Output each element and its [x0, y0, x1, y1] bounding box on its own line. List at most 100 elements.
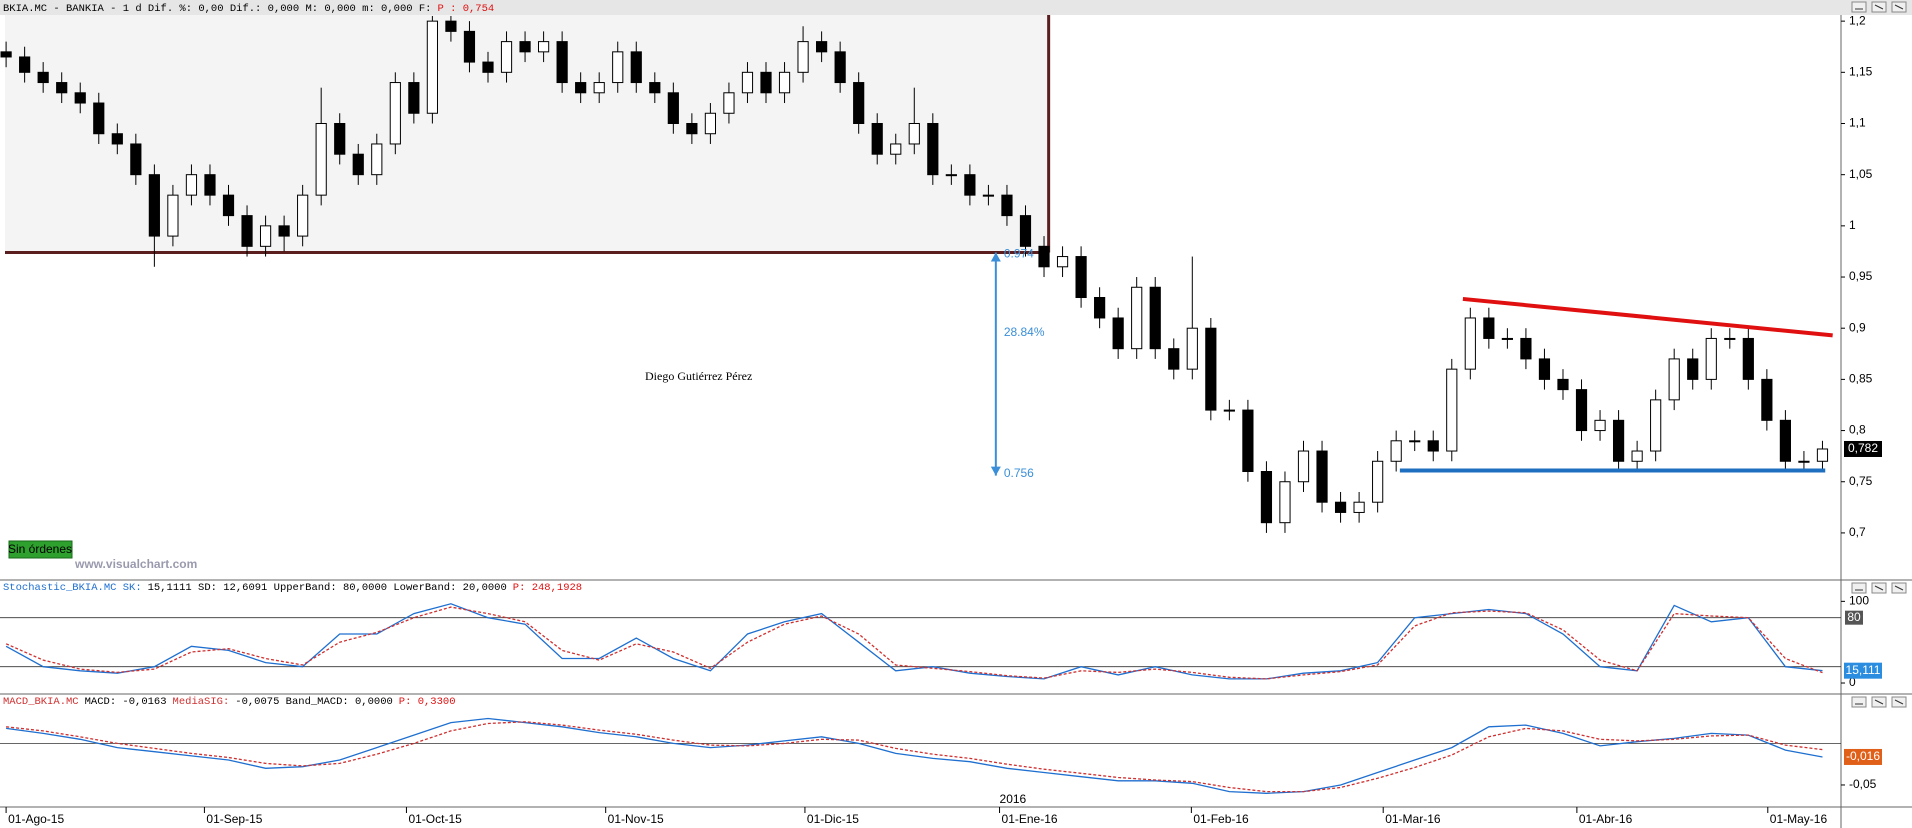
author-text: Diego Gutiérrez Pérez	[645, 369, 752, 383]
candle-body	[1798, 460, 1810, 463]
candle-body	[1112, 317, 1124, 350]
candle-body	[1575, 389, 1588, 432]
candle-body	[1056, 256, 1069, 268]
candle-body	[1483, 317, 1495, 339]
candle-body	[1594, 419, 1606, 432]
candle-body	[1464, 317, 1476, 370]
x-tick-label: 01-May-16	[1770, 812, 1828, 826]
candle-body	[1353, 501, 1365, 513]
x-tick-label: 01-Ene-16	[1002, 812, 1058, 826]
candle-body	[1242, 409, 1254, 473]
candle-body	[890, 143, 902, 155]
x-tick-label: 01-Oct-15	[408, 812, 462, 826]
candle-body	[1038, 245, 1050, 268]
candle-body	[259, 225, 272, 247]
header-text: P: 0,3300	[399, 696, 456, 708]
window-icon	[1874, 585, 1884, 591]
arrow-head	[990, 252, 1001, 262]
order-button[interactable]	[8, 540, 73, 559]
candle-body	[408, 82, 420, 114]
window-button[interactable]	[1851, 582, 1867, 594]
candle-body	[797, 41, 809, 73]
x-tick-label: 01-Mar-16	[1385, 812, 1441, 826]
candle-body	[278, 225, 290, 237]
window-button[interactable]	[1851, 1, 1867, 13]
candle-body	[1761, 378, 1773, 421]
x-tick-label: 01-Feb-16	[1193, 812, 1249, 826]
last-value-label: 15,111	[1846, 663, 1881, 677]
panel-header: Stochastic_BKIA.MC SK: 15,1111 SD: 12,609…	[3, 582, 582, 594]
candle-body	[1297, 450, 1310, 483]
candle-body	[686, 122, 698, 135]
order-button-label[interactable]: Sin órdenes	[8, 542, 72, 556]
candle-body	[575, 82, 587, 94]
candle-body	[56, 82, 68, 94]
y-tick-label: 0,85	[1849, 372, 1873, 386]
candle-body	[1186, 327, 1198, 370]
x-tick-label: 01-Sep-15	[206, 812, 262, 826]
last-value-box	[1844, 440, 1882, 457]
candle-body	[1779, 419, 1791, 462]
candle-body	[593, 82, 605, 94]
candle-body	[741, 71, 754, 94]
window-icon	[1874, 4, 1884, 10]
candle-body	[482, 61, 494, 73]
candle-body	[908, 122, 920, 145]
candle-body	[723, 92, 735, 114]
candle-body	[945, 174, 957, 177]
header-bar	[0, 0, 1912, 15]
candle-body	[1409, 440, 1421, 443]
candle-body	[1390, 440, 1402, 462]
y-tick-label: 1,2	[1849, 13, 1866, 27]
year-label: 2016	[1000, 792, 1027, 806]
window-button[interactable]	[1851, 696, 1867, 708]
last-value-label: 0,782	[1848, 441, 1878, 455]
header-text: MACD: -0,0163	[85, 696, 167, 708]
candle-body	[1094, 297, 1106, 319]
candle-body	[0, 51, 12, 58]
indicator-line	[5, 603, 1823, 680]
candle-body	[1446, 368, 1458, 452]
y-tick-label: 1,05	[1849, 167, 1873, 181]
header-text: MACD_BKIA.MC	[3, 696, 79, 708]
indicator-line	[6, 721, 1823, 793]
candle-body	[1650, 399, 1662, 452]
candle-body	[352, 153, 364, 176]
candle-body	[500, 41, 513, 73]
candle-body	[1260, 471, 1273, 524]
window-icon	[1874, 699, 1884, 705]
band-label-box	[1845, 610, 1863, 625]
last-value-label: -0,016	[1846, 749, 1880, 763]
candle-body	[334, 122, 346, 155]
candle-body	[927, 122, 939, 176]
candle-body	[1501, 337, 1513, 340]
y-tick-label: 1,15	[1849, 64, 1873, 78]
candle-body	[241, 215, 253, 247]
last-value-box	[1844, 662, 1882, 679]
header-text: BKIA.MC - BANKIA - 1 d Dif. %: 0,00 Dif.…	[3, 3, 431, 15]
candle-body	[704, 112, 717, 135]
candle-body	[19, 56, 31, 73]
candle-body	[74, 92, 86, 104]
candle-body	[1668, 358, 1680, 401]
candle-body	[389, 82, 401, 145]
candle-body	[1372, 460, 1384, 503]
x-tick-label: 01-Dic-15	[807, 812, 859, 826]
panel-header: BKIA.MC - BANKIA - 1 d Dif. %: 0,00 Dif.…	[3, 3, 494, 15]
y-tick-label: 100	[1849, 594, 1869, 608]
measure-label: 28.84%	[1004, 325, 1045, 339]
candle-body	[1724, 337, 1736, 340]
band-label: 80	[1847, 610, 1861, 624]
candle-body	[445, 20, 457, 32]
y-tick-label: 1	[1849, 218, 1856, 232]
candle-body	[519, 41, 531, 53]
y-tick-label: 0,75	[1849, 474, 1873, 488]
candle-body	[1631, 450, 1643, 462]
candle-body	[853, 82, 865, 124]
candle-body	[1705, 337, 1717, 380]
header-text: P : 0,754	[437, 3, 494, 15]
arrow-head	[990, 466, 1001, 476]
candle-body	[37, 71, 49, 84]
panel-header: MACD_BKIA.MC MACD: -0,0163 MediaSIG: -0,007…	[3, 696, 456, 708]
candle-body	[1223, 409, 1235, 412]
